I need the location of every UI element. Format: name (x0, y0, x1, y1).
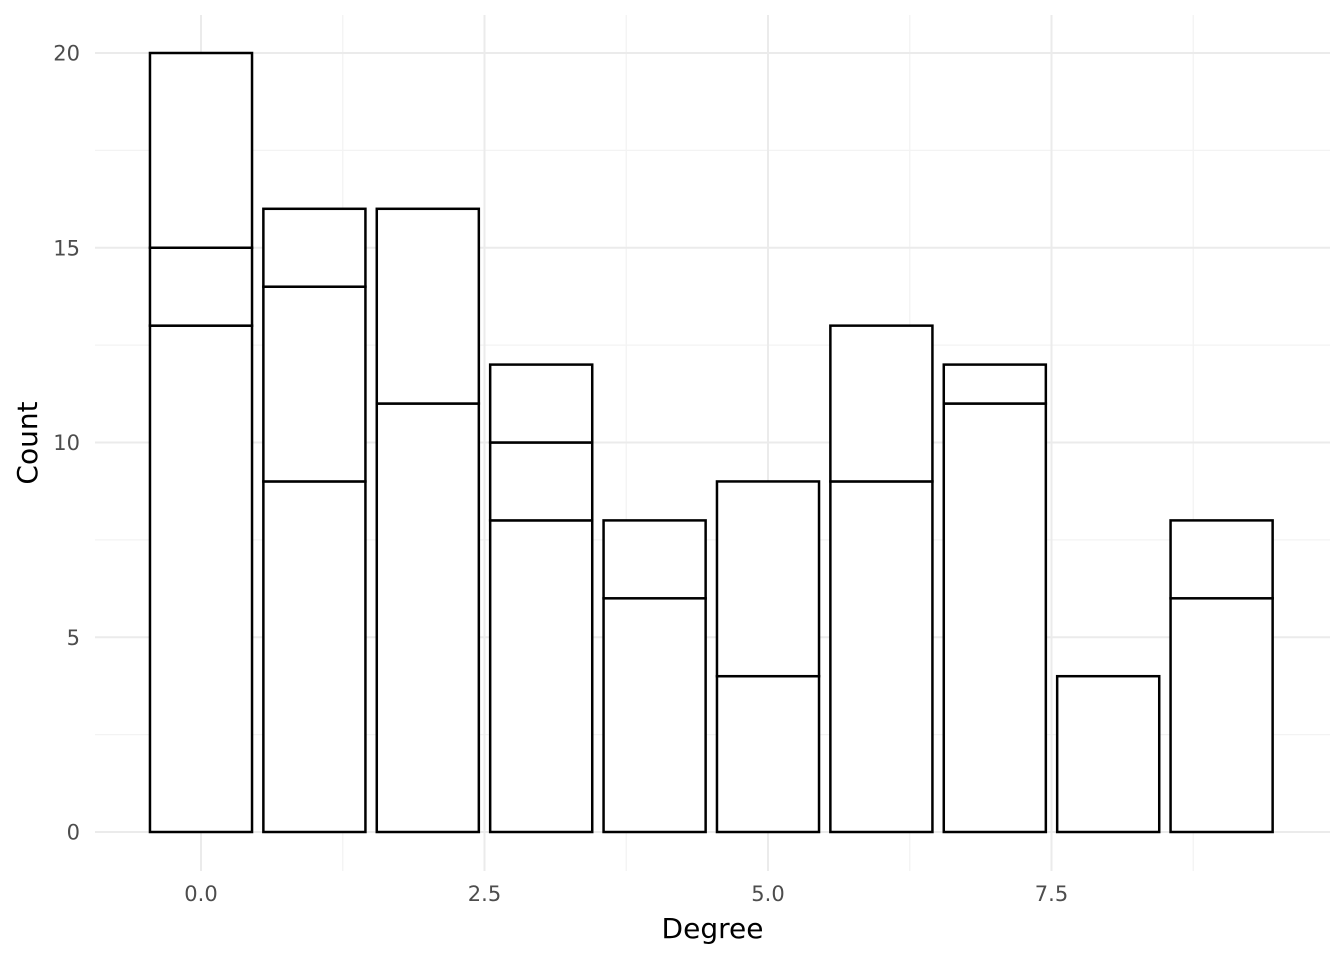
bar-segment (715, 480, 821, 678)
bar-segment (148, 246, 254, 327)
bar-stack (488, 363, 594, 834)
bar-segment (488, 519, 594, 834)
x-tick-label: 0.0 (184, 882, 217, 906)
bar-segment (829, 480, 934, 834)
bar-stack (942, 363, 1048, 834)
y-axis-tick-labels: 0 5 10 15 20 (53, 42, 80, 845)
bar-segment (602, 519, 707, 600)
bar-segment (488, 363, 594, 444)
bar-segment (1169, 519, 1274, 600)
bar-segment (375, 402, 481, 834)
bar-stack (148, 51, 254, 834)
y-tick-label: 20 (53, 42, 80, 66)
y-tick-label: 0 (67, 821, 80, 845)
bar-stack (602, 519, 707, 834)
bar-stack (1055, 674, 1161, 834)
bar-segment (942, 402, 1048, 834)
x-tick-label: 2.5 (468, 882, 501, 906)
y-tick-label: 5 (67, 626, 80, 650)
bar-segment (262, 207, 367, 288)
bar-segment (829, 324, 934, 483)
x-tick-label: 5.0 (751, 882, 784, 906)
bar-stack (375, 207, 481, 834)
bar-segment (942, 363, 1048, 405)
x-axis-title: Degree (662, 912, 764, 945)
bar-stack (262, 207, 367, 834)
y-tick-label: 10 (53, 431, 80, 455)
x-axis-tick-labels: 0.0 2.5 5.0 7.5 (184, 882, 1068, 906)
y-axis-title: Count (11, 401, 44, 484)
bar-stack (829, 324, 934, 834)
bar-segment (715, 674, 821, 834)
y-tick-label: 15 (53, 236, 80, 260)
bar-segment (262, 480, 367, 834)
bar-segment (1169, 597, 1274, 834)
bars (148, 51, 1274, 834)
bar-stack (1169, 519, 1274, 834)
x-tick-label: 7.5 (1035, 882, 1068, 906)
bar-segment (1055, 674, 1161, 834)
bar-segment (602, 597, 707, 834)
bar-segment (148, 51, 254, 249)
bar-segment (148, 324, 254, 834)
bar-segment (262, 285, 367, 483)
bar-segment (375, 207, 481, 405)
bar-stack (715, 480, 821, 834)
bar-segment (488, 441, 594, 522)
